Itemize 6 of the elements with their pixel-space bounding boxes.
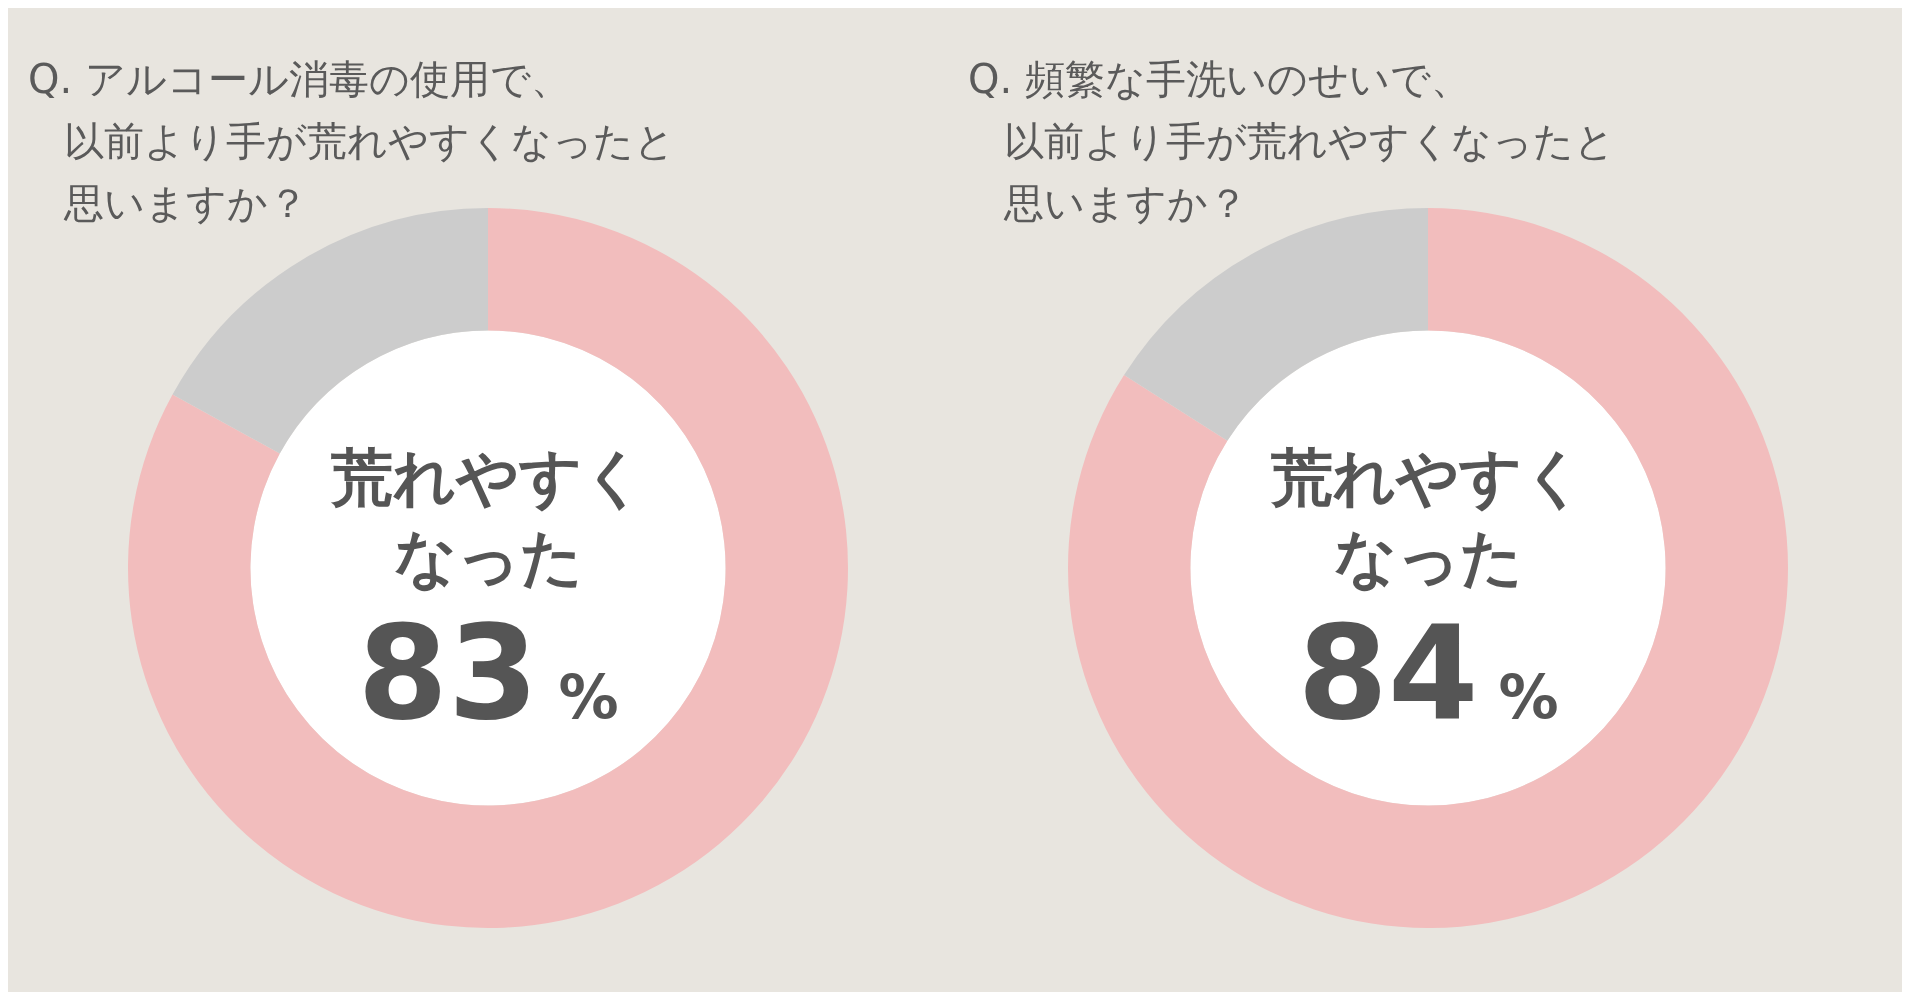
chart-title: Q. 頻繁な手洗いのせいで、以前より手が荒れやすくなったと思いますか？ (968, 55, 1616, 228)
data-label: 83% (356, 597, 620, 751)
data-label: 84% (1296, 597, 1560, 751)
slice-label: 荒れやすくなった (330, 440, 646, 596)
slice-label: 荒れやすくなった (1270, 440, 1586, 596)
chart-title: Q. アルコール消毒の使用で、以前より手が荒れやすくなったと思いますか？ (28, 55, 676, 228)
